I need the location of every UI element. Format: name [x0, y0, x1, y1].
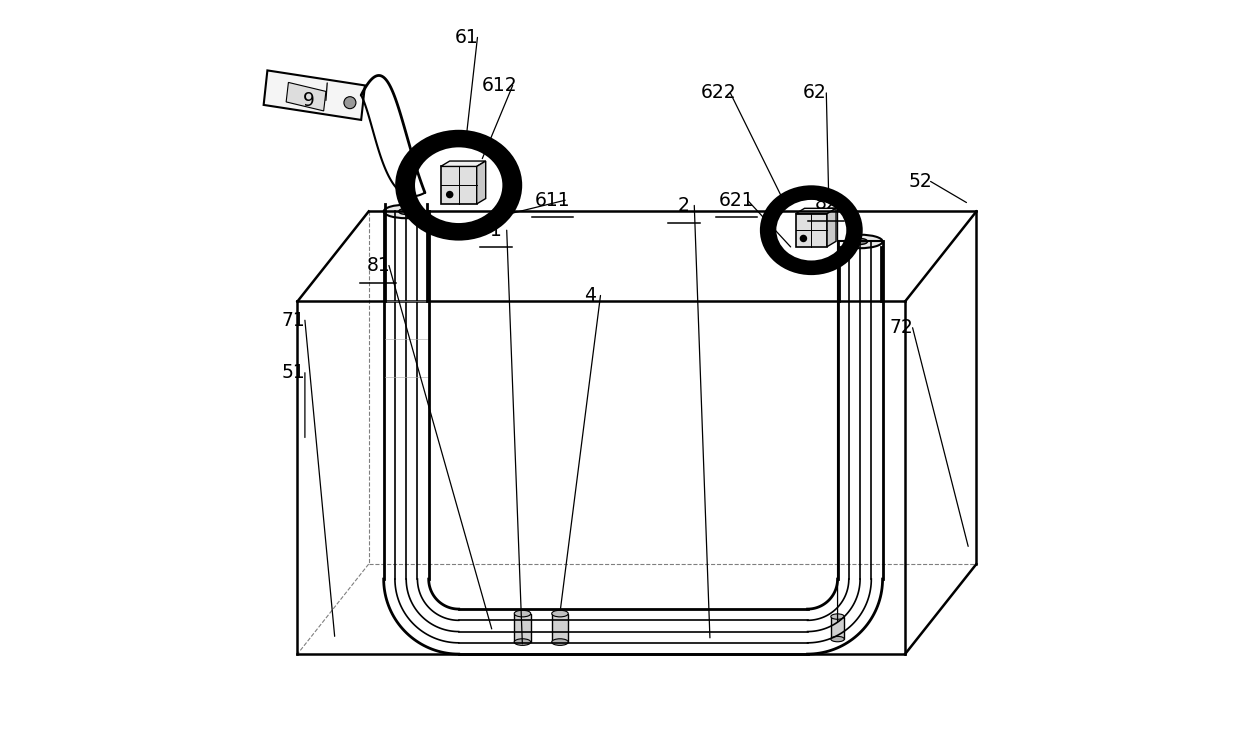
Text: 52: 52: [908, 172, 932, 191]
Polygon shape: [827, 209, 836, 247]
Text: 71: 71: [281, 311, 305, 330]
Text: 622: 622: [701, 84, 737, 102]
Ellipse shape: [515, 610, 531, 617]
Ellipse shape: [397, 131, 521, 239]
Text: 72: 72: [889, 319, 913, 337]
Text: 61: 61: [454, 28, 479, 47]
Polygon shape: [796, 209, 836, 214]
Ellipse shape: [761, 187, 862, 274]
Text: 2: 2: [678, 196, 689, 215]
Text: 4: 4: [584, 286, 596, 305]
Polygon shape: [796, 214, 827, 247]
Ellipse shape: [552, 639, 568, 645]
Polygon shape: [831, 617, 844, 639]
Polygon shape: [440, 161, 486, 166]
Text: 9: 9: [303, 91, 315, 110]
Text: 82: 82: [815, 194, 838, 213]
Circle shape: [343, 96, 356, 108]
Text: 611: 611: [534, 191, 570, 209]
Polygon shape: [515, 614, 531, 642]
Text: 1: 1: [490, 221, 502, 239]
Text: 612: 612: [482, 76, 518, 95]
Ellipse shape: [831, 614, 844, 619]
Text: 81: 81: [367, 256, 391, 275]
Ellipse shape: [837, 235, 883, 248]
Ellipse shape: [383, 205, 429, 218]
Polygon shape: [286, 82, 326, 111]
Text: 51: 51: [281, 363, 305, 383]
Ellipse shape: [831, 636, 844, 642]
Polygon shape: [552, 614, 568, 642]
Text: 62: 62: [804, 84, 827, 102]
Polygon shape: [264, 71, 365, 120]
Polygon shape: [440, 166, 476, 204]
Circle shape: [800, 235, 807, 242]
Circle shape: [446, 191, 454, 198]
Text: 621: 621: [718, 191, 754, 209]
Ellipse shape: [414, 146, 503, 224]
Ellipse shape: [399, 209, 414, 215]
Ellipse shape: [775, 199, 847, 261]
Polygon shape: [476, 161, 486, 204]
Ellipse shape: [515, 639, 531, 645]
Ellipse shape: [552, 610, 568, 617]
Ellipse shape: [853, 239, 868, 245]
